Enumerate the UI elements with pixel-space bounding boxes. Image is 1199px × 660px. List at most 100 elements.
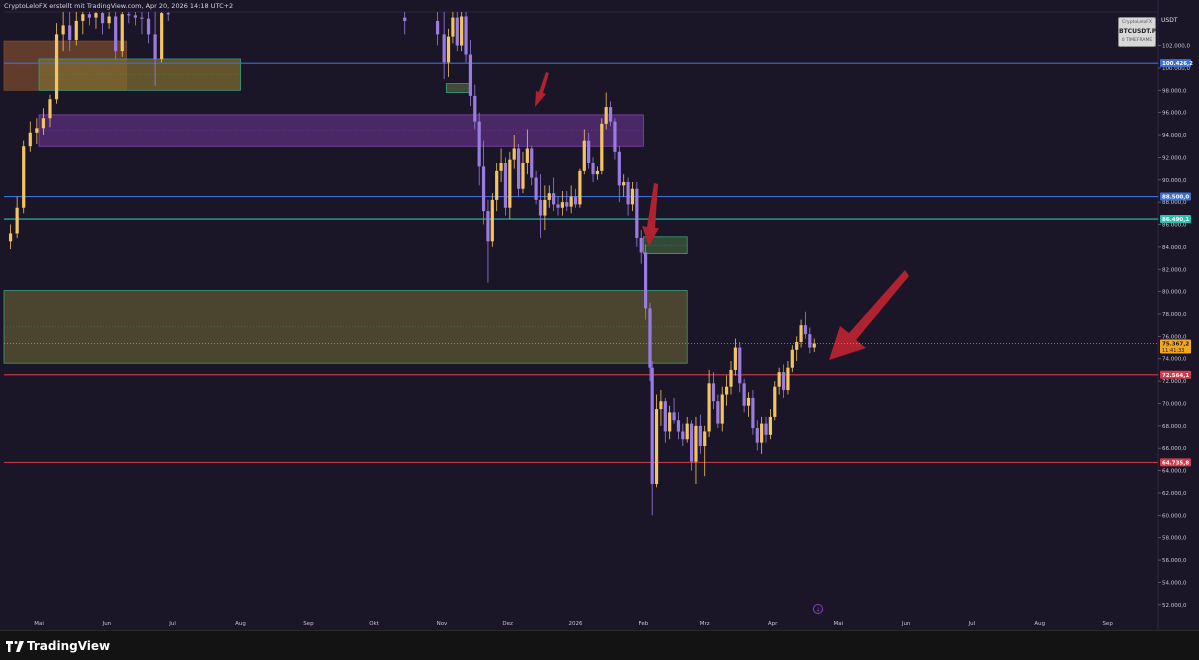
candle-body [560,202,564,208]
time-tick-label: Sep [1102,621,1113,627]
symbol-name: BTCUSDT.P [1119,28,1157,35]
candle-body [435,20,440,35]
candle [617,146,621,203]
candle [626,177,630,216]
candle-body [8,233,13,242]
candle-body [643,252,648,309]
candle-body [808,334,812,348]
price-tick-label: 72.000,0 [1162,379,1187,385]
candle-body [127,14,131,16]
candle-body [477,121,481,167]
candle-body [516,148,521,189]
price-tick-label: 94.000,0 [1162,133,1187,139]
candle-body [764,423,768,435]
candle [22,140,26,214]
symbol-author: CryptoLeloFX [1122,20,1152,25]
candle [442,12,446,80]
candle-body [681,431,685,440]
candle-body [716,401,720,424]
candle [107,12,111,29]
candle-body [587,140,591,163]
candle [643,244,648,320]
candle [668,405,672,440]
arrow-down-top [535,72,549,107]
candle [521,151,525,194]
candle-body [689,423,694,462]
current-price-label: 75.367,2 [1162,341,1189,347]
price-tick-label: 58.000,0 [1162,536,1187,542]
time-tick-label: Jun [901,621,911,627]
zone-2[interactable] [38,114,644,147]
price-chart[interactable]: 52.000,0 54.000,0 56.000,0 58.000,0 60.000,0… [0,0,1199,630]
candle-body [600,123,604,171]
candle [460,12,464,52]
candle [560,190,564,216]
candle-body [153,34,157,59]
candle-body [608,107,613,122]
candle-body [446,36,451,63]
candle [530,146,534,186]
price-line-tag-label: 72.564,1 [1162,373,1189,379]
candle [68,12,72,52]
candles-layer [8,12,816,516]
candle [516,143,521,197]
candle [720,386,724,432]
price-tick-label: 82.000,0 [1162,267,1187,273]
candle-body [481,166,486,212]
candle-body [28,132,32,147]
price-tick-label: 100.000,0 [1162,66,1190,72]
candle-body [569,196,573,207]
candle-body [68,25,72,40]
candle [28,121,32,152]
candle-body [107,16,111,24]
grid-layer [4,0,1159,630]
candle-body [35,128,39,133]
candle [808,327,812,354]
candle [746,392,751,417]
candle-body [403,17,407,21]
candle [659,390,663,426]
candle-body [464,16,468,55]
price-tick-label: 80.000,0 [1162,290,1187,296]
zone-4[interactable] [3,290,688,364]
candle-body [755,428,759,443]
candle [676,412,681,440]
time-tick-label: Nov [437,621,448,627]
time-axis: Mai Jun Jul Aug Sep Okt Nov Dez 2026 Feb Mrz Apr Mai… [34,621,1113,627]
price-tick-label: 56.000,0 [1162,558,1187,564]
candle-body [711,383,716,402]
candle-body [160,13,164,59]
candle [663,397,667,443]
candle [777,367,781,395]
candle-body [659,401,663,410]
candle [446,28,451,77]
candle-body [781,372,786,391]
candle [790,345,794,373]
candle-body [777,372,781,387]
candle [587,132,591,169]
candle-body [468,54,473,96]
candle-body [473,95,477,122]
time-tick-label: Dez [502,621,513,627]
candle [473,84,477,130]
price-line-tag [1160,370,1191,379]
candle [477,112,481,186]
price-tick-label: 70.000,0 [1162,401,1187,407]
tradingview-logo[interactable]: TradingView [6,639,110,653]
candle [654,394,659,488]
event-marker[interactable]: ↓ [813,604,823,614]
candle [547,185,551,208]
price-tick-label: 74.000,0 [1162,357,1187,363]
candle-body [622,182,626,186]
candle-body [668,412,672,432]
countdown-label: 11:41:33 [1162,348,1184,354]
candle-body [547,193,551,200]
candle-body [166,13,170,15]
time-tick-label: Mai [34,621,44,627]
candle-body [543,199,547,216]
candle [573,188,578,208]
candle [166,12,170,21]
candle-body [146,18,151,35]
candle [725,375,729,406]
